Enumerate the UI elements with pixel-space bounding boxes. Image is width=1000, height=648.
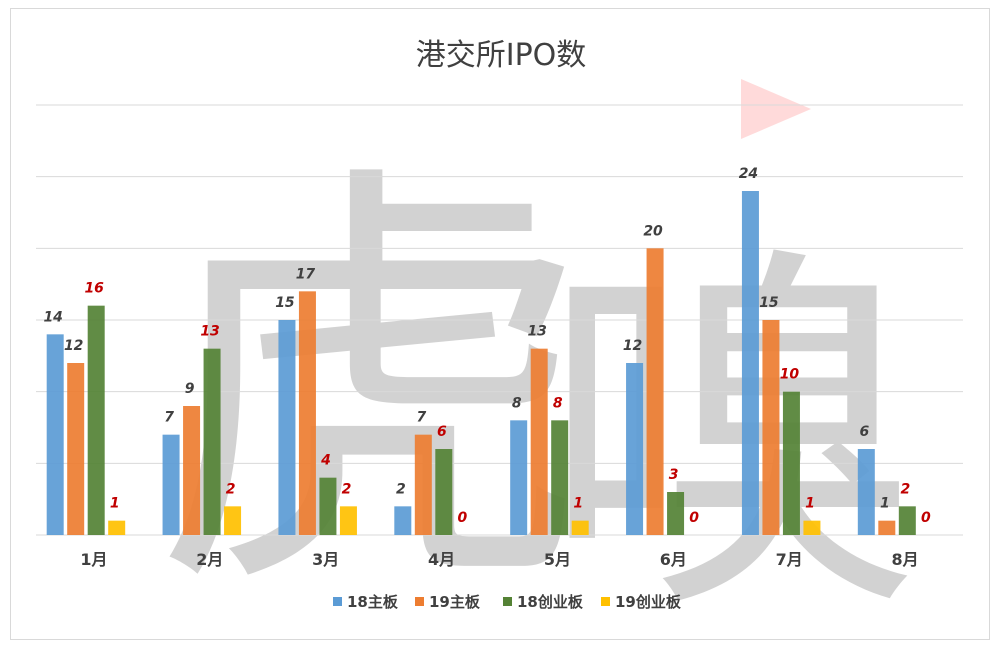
x-tick-label: 3月: [312, 550, 339, 569]
bar: [762, 320, 780, 535]
data-label: 7: [416, 410, 426, 426]
x-tick-label: 2月: [196, 550, 223, 569]
data-label: 0: [921, 510, 931, 526]
data-label: 13: [200, 324, 219, 340]
data-label: 2: [900, 481, 910, 497]
data-label: 14: [43, 309, 62, 325]
x-tick-label: 6月: [660, 550, 687, 569]
chart-frame: 虎 嗅 港交所IPO数 14 12 16 1 7 9 13 2 15 17 4 2 2 7 6 0 8 13 8 1 1…: [10, 8, 990, 641]
data-label: 2: [396, 481, 406, 497]
data-label: 6: [859, 424, 869, 440]
data-label: 13: [527, 324, 546, 340]
data-label: 1: [110, 496, 120, 512]
data-label: 24: [739, 166, 758, 182]
legend-swatch: [601, 597, 610, 606]
data-label: 7: [164, 410, 174, 426]
legend: 18主板 19主板 18创业板 19创业板: [333, 593, 682, 611]
bar: [414, 434, 432, 535]
data-label: 12: [623, 338, 642, 354]
x-tick-label: 5月: [544, 550, 571, 569]
data-label: 1: [573, 496, 583, 512]
bar: [782, 391, 800, 535]
data-label: 9: [185, 381, 195, 397]
x-tick-label: 4月: [428, 550, 455, 569]
x-tick-label: 7月: [776, 550, 803, 569]
bar: [339, 506, 357, 535]
bar: [571, 520, 589, 535]
data-label: 15: [275, 295, 295, 311]
bar: [898, 506, 916, 535]
legend-label: 19主板: [429, 593, 481, 611]
data-label: 1: [880, 496, 890, 512]
bar: [162, 434, 180, 535]
bar: [87, 305, 105, 535]
data-label: 3: [669, 467, 679, 483]
bar: [183, 406, 201, 535]
data-label: 0: [457, 510, 467, 526]
bar: [741, 191, 759, 535]
legend-swatch: [503, 597, 512, 606]
data-label: 12: [64, 338, 83, 354]
legend-label: 18主板: [347, 593, 399, 611]
bar: [530, 348, 548, 535]
bar: [224, 506, 242, 535]
x-tick-label: 8月: [891, 550, 918, 569]
bar: [626, 363, 644, 535]
bar: [319, 477, 337, 535]
data-label: 10: [780, 367, 800, 383]
watermark: 虎 嗅: [151, 79, 921, 641]
gridlines: [36, 104, 963, 536]
bar: [803, 520, 821, 535]
watermark-char-1: 虎: [151, 131, 591, 641]
legend-label: 19创业板: [615, 593, 682, 611]
bar: [878, 520, 896, 535]
data-label: 0: [689, 510, 699, 526]
bar: [435, 449, 453, 535]
data-label: 8: [512, 395, 522, 411]
bar: [46, 334, 64, 535]
bar: [551, 420, 569, 535]
watermark-char-2: 嗅: [541, 216, 921, 641]
x-tick-label: 1月: [80, 550, 107, 569]
data-label: 8: [553, 395, 563, 411]
bar: [646, 248, 664, 536]
data-label: 2: [342, 481, 352, 497]
data-label: 15: [759, 295, 779, 311]
bar: [278, 320, 296, 535]
data-label: 6: [437, 424, 447, 440]
data-label: 1: [805, 496, 815, 512]
bar: [108, 520, 126, 535]
bar: [667, 492, 685, 535]
legend-swatch: [333, 597, 342, 606]
watermark-triangle-mark: [741, 79, 811, 139]
bar: [298, 291, 316, 535]
legend-swatch: [415, 597, 424, 606]
chart-title: 港交所IPO数: [416, 38, 587, 73]
data-label: 2: [226, 481, 236, 497]
bar: [203, 348, 221, 535]
legend-label: 18创业板: [517, 593, 584, 611]
bar: [67, 363, 85, 535]
data-label: 20: [643, 223, 663, 239]
data-label: 17: [296, 266, 316, 282]
bars: [46, 191, 916, 536]
bar: [394, 506, 412, 535]
data-label: 16: [84, 281, 104, 297]
data-label: 4: [320, 453, 331, 469]
bar: [857, 449, 875, 535]
bar: [510, 420, 528, 535]
x-axis: 1月 2月 3月 4月 5月 6月 7月 8月: [80, 550, 918, 569]
